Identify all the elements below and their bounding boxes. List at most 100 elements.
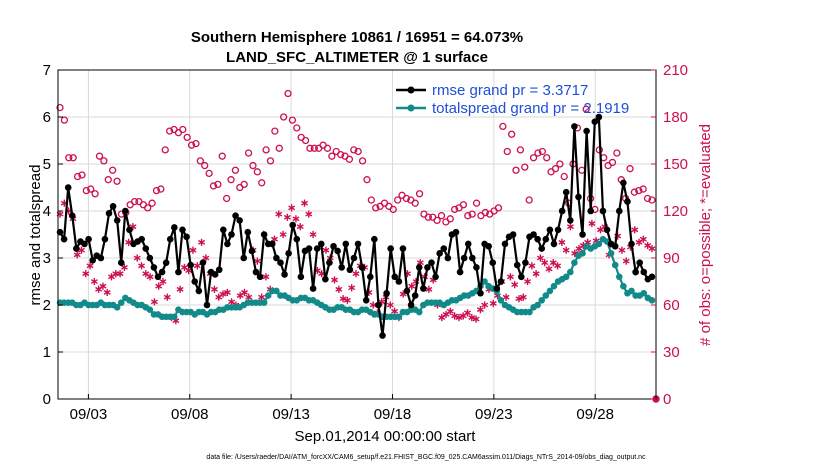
rmse-point: [473, 264, 480, 271]
obs-possible-point: [161, 146, 169, 154]
obs-possible-point: [481, 208, 489, 217]
obs-evaluated-point: [288, 204, 296, 212]
obs-evaluated-point: [446, 307, 454, 315]
obs-possible-point: [358, 157, 367, 165]
obs-possible-point: [363, 176, 371, 184]
y2-tick-label: 0: [663, 391, 671, 408]
obs-possible-point: [529, 154, 538, 162]
obs-evaluated-point: [223, 288, 231, 297]
rmse-point: [611, 242, 619, 250]
rmse-point: [154, 273, 162, 281]
obs-possible-point: [551, 165, 560, 173]
rmse-point: [518, 273, 525, 281]
obs-possible-point: [635, 186, 643, 195]
obs-possible-point: [639, 185, 647, 193]
rmse-point: [64, 184, 72, 191]
obs-evaluated-point: [369, 301, 377, 309]
obs-possible-point: [165, 127, 174, 135]
y-tick-label: 7: [43, 62, 51, 79]
obs-possible-point: [244, 149, 253, 157]
rmse-point: [587, 207, 595, 215]
obs-possible-point: [65, 154, 73, 162]
x-tick-label: 09/18: [374, 406, 412, 423]
rmse-point: [215, 266, 223, 274]
rmse-point: [228, 231, 235, 238]
obs-possible-point: [249, 161, 257, 170]
rmse-point: [285, 250, 292, 257]
obs-possible-point: [310, 144, 318, 152]
y-tick-label: 4: [43, 203, 51, 220]
rmse-point: [309, 285, 317, 292]
rmse-point: [113, 217, 121, 224]
rmse-point: [277, 259, 284, 267]
spread-point: [395, 313, 403, 321]
obs-evaluated-point: [198, 238, 206, 246]
spread-point: [534, 301, 541, 309]
rmse-point: [599, 207, 607, 215]
obs-possible-point: [253, 168, 261, 176]
rmse-point: [407, 301, 415, 309]
rmse-point: [138, 235, 145, 243]
obs-evaluated-point: [554, 262, 562, 270]
spread-point: [571, 259, 578, 267]
obs-possible-point: [525, 196, 533, 204]
obs-possible-point: [626, 165, 634, 173]
obs-evaluated-point: [163, 293, 171, 301]
obs-evaluated-point: [541, 259, 549, 267]
y-tick-label: 2: [43, 297, 51, 314]
rmse-point: [395, 278, 403, 285]
obs-evaluated-point: [253, 257, 261, 265]
obs-evaluated-point: [73, 251, 81, 259]
rmse-point: [236, 217, 243, 224]
obs-possible-point: [108, 166, 117, 174]
rmse-point: [464, 240, 472, 248]
obs-possible-point: [288, 116, 297, 124]
obs-possible-point: [91, 190, 99, 198]
rmse-point: [252, 268, 260, 276]
obs-evaluated-point: [451, 312, 459, 320]
rmse-point: [342, 240, 350, 248]
obs-evaluated-point: [343, 296, 351, 304]
rmse-point: [195, 287, 203, 295]
obs-evaluated-point: [408, 282, 416, 290]
rmse-point: [375, 301, 382, 309]
obs-possible-point: [222, 194, 231, 203]
rmse-point: [166, 235, 174, 243]
rmse-point: [362, 297, 370, 304]
legend-spread-marker: [407, 104, 415, 112]
spread-point: [113, 304, 121, 311]
obs-evaluated-point: [202, 254, 210, 262]
obs-evaluated-point: [86, 262, 94, 270]
rmse-point: [513, 261, 521, 269]
obs-possible-point: [78, 171, 86, 179]
spread-point: [415, 308, 423, 316]
obs-evaluated-point: [219, 290, 227, 298]
spread-point: [497, 297, 505, 304]
rmse-point: [534, 235, 541, 243]
spread-point: [546, 287, 554, 295]
rmse-point: [334, 247, 341, 255]
rmse-point: [68, 212, 76, 219]
obs-evaluated-point: [622, 257, 630, 265]
obs-evaluated-point: [210, 285, 218, 293]
rmse-point: [522, 259, 529, 267]
rmse-point: [575, 193, 582, 201]
y-axis-label: rmse and totalspread: [27, 165, 44, 306]
obs-possible-point: [648, 196, 656, 204]
rmse-point: [244, 228, 252, 236]
rmse-point: [122, 207, 129, 215]
obs-possible-point: [468, 210, 476, 218]
rmse-point: [281, 271, 288, 278]
rmse-point: [456, 268, 464, 276]
obs-evaluated-point: [489, 299, 497, 308]
obs-possible-point: [113, 177, 121, 185]
obs-evaluated-point: [464, 309, 471, 317]
obs-possible-point: [372, 204, 380, 212]
obs-possible-point: [433, 216, 441, 225]
obs-evaluated-point: [99, 282, 107, 290]
rmse-point: [391, 273, 399, 281]
rmse-point: [326, 259, 333, 267]
spread-point: [562, 273, 570, 281]
rmse-point: [358, 264, 366, 271]
rmse-point: [354, 240, 362, 248]
